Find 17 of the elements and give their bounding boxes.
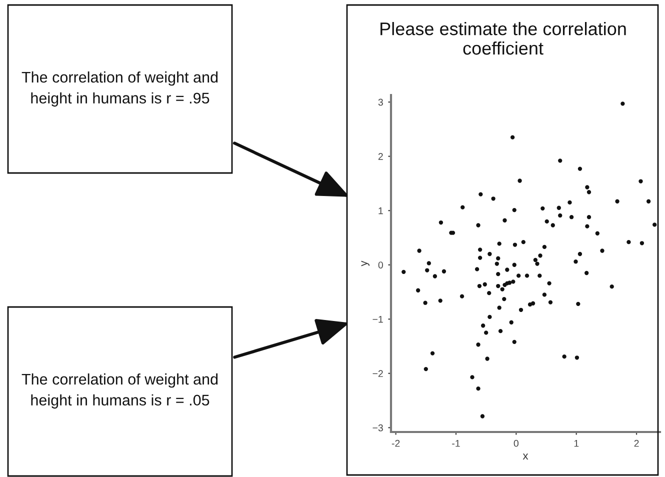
y-tick-label: 1 (378, 207, 383, 214)
y-tick-label: −1 (372, 316, 383, 323)
y-tick-label: −2 (372, 370, 383, 377)
x-axis-title: x (522, 454, 528, 460)
y-axis-title: y (361, 260, 370, 266)
y-tick-label: −3 (372, 424, 383, 432)
x-tick-label: 2 (634, 440, 639, 447)
x-tick-label: 0 (514, 440, 518, 447)
text: The correlation of weight and height in humans is r = .05 (22, 373, 218, 409)
text: The correlation of weight and height in humans is r = .95 (22, 71, 218, 107)
chart-title: Please estimate the correlation coefficient (380, 22, 626, 55)
y-tick-label: 3 (378, 98, 383, 106)
y-tick-label: 0 (378, 262, 383, 268)
x-tick-label: -2 (392, 440, 400, 447)
x-tick-label: -1 (452, 440, 460, 447)
x-tick-label: 1 (574, 440, 579, 447)
y-tick-label: 2 (378, 153, 383, 160)
